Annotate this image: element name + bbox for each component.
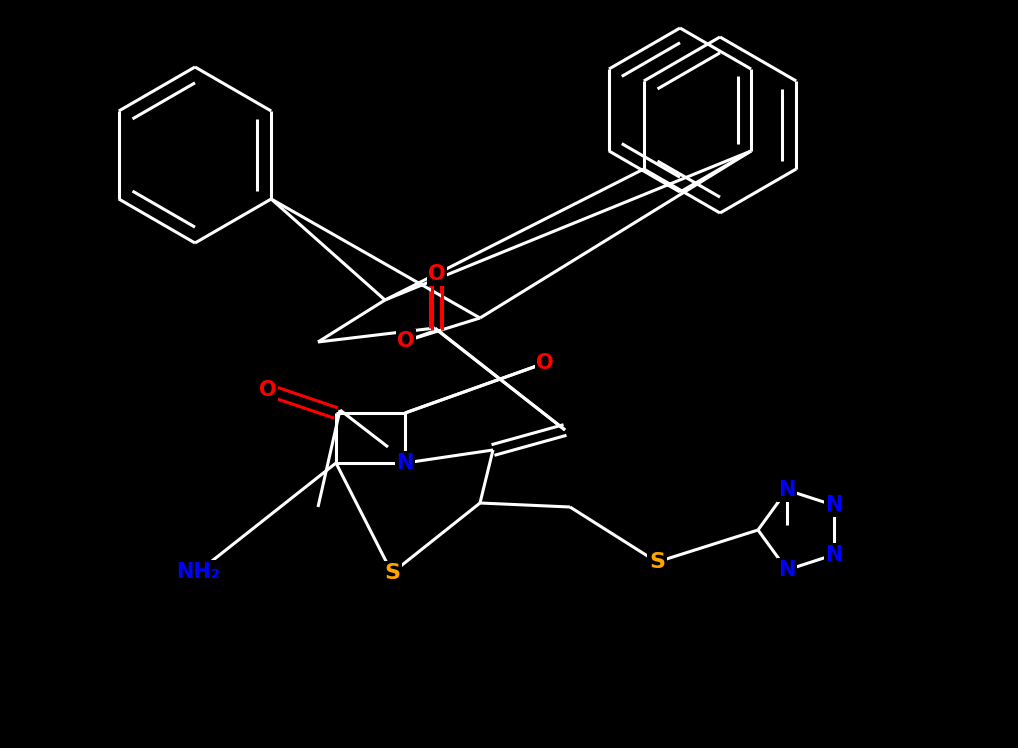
Text: O: O (536, 353, 554, 373)
Text: N: N (826, 545, 843, 565)
Text: N: N (396, 453, 413, 473)
Text: N: N (826, 495, 843, 515)
Text: N: N (779, 560, 796, 580)
Text: O: O (260, 380, 277, 400)
Text: O: O (397, 331, 414, 351)
Text: NH₂: NH₂ (176, 562, 220, 582)
Text: S: S (649, 552, 665, 572)
Text: O: O (429, 264, 446, 284)
Text: S: S (384, 563, 400, 583)
Text: N: N (779, 480, 796, 500)
